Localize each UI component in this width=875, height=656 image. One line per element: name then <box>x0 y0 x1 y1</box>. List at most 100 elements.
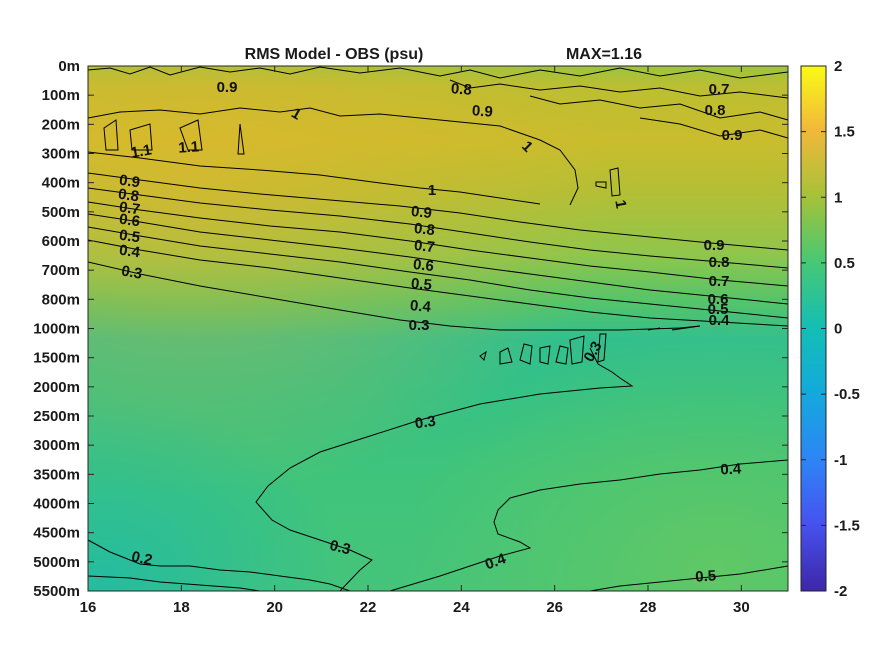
colorbar-tick-label: 0 <box>834 321 842 338</box>
contour-line <box>103 119 245 155</box>
heatmap-field: 0.9 0.8 0.9 0.7 0.8 0.9 1 1.1 1.1 1 1 0.… <box>88 66 788 591</box>
contour-label: 0.9 <box>410 203 433 222</box>
y-tick-label: 0m <box>58 58 80 75</box>
colorbar-tick-label: -0.5 <box>834 386 860 403</box>
contour-label: 0.5 <box>118 227 141 247</box>
contour-label: 0.7 <box>709 273 730 290</box>
y-tick-label: 2000m <box>33 379 80 396</box>
contour-label: 0.5 <box>410 275 432 294</box>
colorbar-tick-label: -2 <box>834 583 847 600</box>
y-tick-label: 2500m <box>33 408 80 425</box>
contour-line <box>529 95 788 121</box>
colorbar-tick-label: 0.5 <box>834 255 855 272</box>
colorbar-tick-label: -1.5 <box>834 517 860 534</box>
y-tick-label: 800m <box>42 291 80 308</box>
y-tick-label: 3500m <box>33 466 80 483</box>
x-tick-label: 30 <box>733 599 750 616</box>
y-tick-label: 1500m <box>33 350 80 367</box>
contour-line <box>389 459 788 591</box>
contour-label: 1 <box>611 199 629 210</box>
contour-line <box>595 167 621 197</box>
contour-label: 0.9 <box>471 102 493 120</box>
y-tick-label: 5500m <box>33 583 80 600</box>
contour-label: 0.4 <box>483 550 509 573</box>
contour-label: 0.6 <box>708 291 729 308</box>
contour-line <box>589 565 788 591</box>
y-tick-label: 600m <box>42 233 80 250</box>
contour-label: 1 <box>428 182 436 199</box>
contour-label: 0.7 <box>709 81 730 98</box>
contour-line <box>88 107 579 206</box>
contour-label: 0.7 <box>413 237 436 256</box>
contour-label: 0.6 <box>118 211 141 231</box>
x-tick-label: 28 <box>640 599 657 616</box>
contour-label: 0.8 <box>450 80 472 98</box>
contour-line <box>88 575 261 591</box>
y-axis: 0m 100m 200m 300m 400m 500m 600m 700m 800m 1000m 1… <box>33 58 788 600</box>
y-tick-label: 300m <box>42 146 80 163</box>
x-tick-label: 26 <box>546 599 563 616</box>
contour-label: 0.6 <box>412 256 435 275</box>
contour-label: 0.8 <box>709 254 730 271</box>
x-axis: 16 18 20 22 24 26 28 30 <box>80 66 750 616</box>
contour-label: 0.2 <box>130 548 154 569</box>
y-tick-label: 500m <box>42 204 80 221</box>
contour-line <box>449 79 788 99</box>
contour-line <box>88 187 788 269</box>
contour-labels: 0.9 0.8 0.9 0.7 0.8 0.9 1 1.1 1.1 1 1 0.… <box>117 79 742 586</box>
x-tick-label: 18 <box>173 599 190 616</box>
contour-label: 0.5 <box>695 567 717 585</box>
y-tick-label: 700m <box>42 262 80 279</box>
contour-line <box>479 333 607 365</box>
x-tick-label: 16 <box>80 599 97 616</box>
y-tick-label: 400m <box>42 175 80 192</box>
max-label: MAX=1.16 <box>566 46 642 63</box>
x-tick-label: 22 <box>360 599 377 616</box>
contour-line <box>88 261 701 331</box>
contour-line <box>88 201 788 287</box>
y-tick-label: 4000m <box>33 496 80 513</box>
contour-label: 0.8 <box>705 102 726 119</box>
contour-line <box>88 66 788 79</box>
contour-line <box>88 172 788 251</box>
x-tick-label: 20 <box>266 599 283 616</box>
chart-title: RMS Model - OBS (psu) <box>245 46 424 63</box>
colorbar-axis: 2 1.5 1 0.5 0 -0.5 -1 -1.5 -2 <box>801 58 860 600</box>
contour-line <box>255 347 634 591</box>
colorbar-tick-label: 2 <box>834 58 842 75</box>
y-tick-label: 1000m <box>33 321 80 338</box>
contour-label: 0.3 <box>414 413 437 433</box>
contour-line <box>88 239 788 327</box>
colorbar-tick-label: -1 <box>834 452 847 469</box>
y-tick-label: 5000m <box>33 554 80 571</box>
contour-label: 0.4 <box>709 312 731 329</box>
contour-label: 0.9 <box>118 172 141 192</box>
contour-lines <box>88 66 788 591</box>
contour-line <box>639 117 788 139</box>
contour-label: 1.1 <box>178 138 200 156</box>
y-tick-label: 3000m <box>33 437 80 454</box>
contour-label: 0.4 <box>409 297 432 316</box>
colorbar-tick-label: 1.5 <box>834 124 855 141</box>
y-tick-label: 100m <box>42 87 80 104</box>
contour-line <box>88 213 788 305</box>
contour-label: 0.8 <box>117 186 140 206</box>
contour-label: 0.4 <box>118 242 142 262</box>
contour-line <box>88 226 788 319</box>
y-tick-label: 4500m <box>33 525 80 542</box>
contour-label: 0.3 <box>328 537 352 559</box>
contour-label: 0.8 <box>413 220 436 239</box>
contour-line <box>647 325 701 331</box>
contour-label: 0.9 <box>217 79 238 96</box>
contour-label: 0.9 <box>704 237 725 254</box>
colorbar-tick-label: 1 <box>834 189 842 206</box>
contour-label: 0.9 <box>722 127 743 144</box>
contour-line <box>88 151 541 205</box>
contour-label: 0.3 <box>120 262 143 282</box>
contour-line <box>88 539 351 591</box>
contour-label: 0.4 <box>720 460 742 478</box>
contour-label: 0.3 <box>409 317 430 334</box>
x-tick-label: 24 <box>453 599 470 616</box>
contour-label: 0.7 <box>118 199 141 219</box>
